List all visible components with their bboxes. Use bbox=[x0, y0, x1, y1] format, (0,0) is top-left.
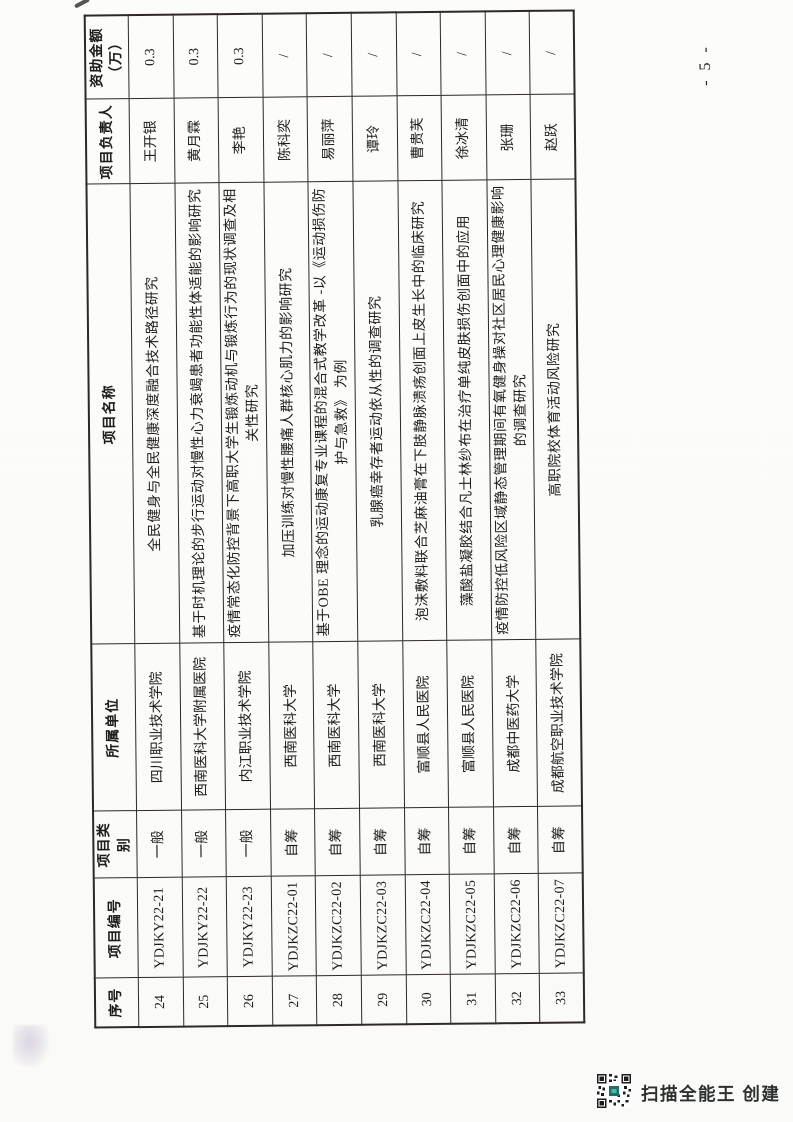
cell-category: 一般 bbox=[136, 810, 182, 879]
column-header-amount: 资助金额 （万） bbox=[84, 15, 130, 100]
cell-leader: 徐冰清 bbox=[441, 95, 487, 181]
scan-edge-mark bbox=[73, 0, 91, 9]
cell-serial: 27 bbox=[272, 976, 318, 1026]
cell-project-name: 乳腺癌幸存者运动依从性的调查研究 bbox=[352, 181, 403, 642]
cell-leader: 张珊 bbox=[485, 94, 532, 181]
cell-serial: 31 bbox=[450, 974, 496, 1024]
column-header-category: 项目类别 bbox=[93, 811, 138, 879]
cell-unit: 成都航空职业技术学院 bbox=[536, 639, 583, 807]
cell-unit: 西南医科大学 bbox=[313, 641, 360, 810]
cell-project-name: 疫情常态化防控背景下高职大学生锻炼动机与锻炼行为的现状调查及相关性研究 bbox=[219, 182, 269, 644]
cell-project-name: 加压训练对慢性腰痛人群核心肌力的影响研究 bbox=[263, 182, 314, 643]
cell-project-no: YDJKZC22-06 bbox=[493, 873, 540, 975]
cell-serial: 32 bbox=[495, 973, 541, 1024]
column-header-unit: 所属单位 bbox=[91, 644, 137, 812]
cell-project-no: YDJKZC22-03 bbox=[360, 875, 406, 976]
cell-project-no: YDJKY22-21 bbox=[137, 877, 183, 979]
cell-unit: 西南医科大学 bbox=[268, 642, 315, 810]
cell-project-name: 基于OBE 理念的运动康复专业课程的混合式教学改革 -以《运动损伤防护与急救》 … bbox=[308, 181, 358, 643]
cell-category: 一般 bbox=[225, 809, 272, 878]
cell-leader: 赵跃 bbox=[530, 94, 576, 180]
cell-amount: / bbox=[440, 11, 486, 96]
cell-category: 自筹 bbox=[359, 808, 405, 876]
cell-project-name: 藻酸盐凝胶结合凡士林纱布在治疗单纯皮肤损伤创面中的应用 bbox=[442, 180, 492, 641]
table-body: 24 YDJKY22-21 一般 四川职业技术学院 全民健身与全民健康深度融合技… bbox=[128, 10, 585, 1028]
cell-leader: 曹贵芙 bbox=[396, 95, 443, 182]
amount-header-line1: 资助金额 bbox=[89, 27, 106, 88]
cell-serial: 28 bbox=[316, 975, 362, 1026]
cell-unit: 四川职业技术学院 bbox=[134, 643, 182, 812]
cell-leader: 黄月霖 bbox=[173, 98, 220, 184]
cell-unit: 西南医科大学 bbox=[357, 641, 405, 809]
camscanner-qr-icon bbox=[597, 1069, 631, 1113]
cell-category: 自筹 bbox=[404, 807, 450, 876]
cell-serial: 26 bbox=[227, 976, 273, 1027]
cell-amount: / bbox=[484, 10, 531, 96]
cell-amount: 0.3 bbox=[217, 13, 263, 99]
cell-category: 自筹 bbox=[493, 806, 539, 875]
cell-serial: 24 bbox=[138, 977, 184, 1028]
cell-amount: / bbox=[261, 13, 308, 98]
scanner-watermark: 扫描全能王 创建 bbox=[641, 1084, 781, 1104]
cell-amount: / bbox=[395, 11, 442, 97]
cell-leader: 陈科奕 bbox=[262, 97, 309, 183]
column-header-leader: 项目负责人 bbox=[85, 99, 130, 185]
cell-leader: 易丽萍 bbox=[307, 96, 353, 183]
cell-leader: 李艳 bbox=[218, 97, 264, 184]
project-list-table: 序号 项目编号 项目类别 所属单位 项目名称 项目负责人 资助金额 （万） 24… bbox=[83, 9, 586, 1029]
cell-project-no: YDJKZC22-05 bbox=[449, 874, 496, 975]
cell-unit: 富顺县人民医院 bbox=[402, 640, 449, 809]
rotated-table-container: 序号 项目编号 项目类别 所属单位 项目名称 项目负责人 资助金额 （万） 24… bbox=[83, 9, 586, 1029]
cell-unit: 富顺县人民医院 bbox=[446, 640, 494, 808]
cell-leader: 王开银 bbox=[129, 98, 175, 185]
cell-serial: 25 bbox=[182, 977, 228, 1027]
cell-project-no: YDJKY22-23 bbox=[226, 876, 273, 978]
cell-project-name: 全民健身与全民健康深度融合技术路径研究 bbox=[129, 183, 180, 645]
cell-serial: 33 bbox=[539, 973, 585, 1023]
cell-category: 自筹 bbox=[270, 809, 316, 877]
column-header-serial: 序号 bbox=[94, 978, 139, 1028]
cell-project-name: 高职院校体育活动风险研究 bbox=[531, 179, 581, 640]
page-number: - 5 - bbox=[696, 44, 715, 86]
cell-unit: 成都中医药大学 bbox=[491, 639, 538, 808]
cell-unit: 西南医科大学附属医院 bbox=[179, 643, 226, 811]
cell-project-name: 泡沫敷料联合芝麻油膏在下肢静脉溃疡创面上皮生长中的临床研究 bbox=[397, 180, 447, 642]
cell-category: 自筹 bbox=[537, 806, 584, 874]
cell-category: 自筹 bbox=[314, 808, 361, 877]
cell-amount: / bbox=[529, 10, 575, 95]
cell-project-no: YDJKZC22-02 bbox=[315, 875, 362, 977]
cell-project-no: YDJKY22-22 bbox=[181, 877, 228, 978]
cell-category: 自筹 bbox=[448, 807, 494, 875]
cell-category: 一般 bbox=[181, 810, 227, 878]
cell-project-no: YDJKZC22-04 bbox=[404, 874, 451, 976]
cell-amount: 0.3 bbox=[172, 14, 219, 99]
cell-serial: 29 bbox=[361, 975, 407, 1025]
amount-header-line2: （万） bbox=[108, 34, 125, 81]
column-header-project-no: 项目编号 bbox=[93, 878, 139, 979]
table-row: 33 YDJKZC22-07 自筹 成都航空职业技术学院 高职院校体育活动风险研… bbox=[529, 10, 585, 1023]
cell-serial: 30 bbox=[405, 974, 451, 1025]
cell-amount: / bbox=[306, 12, 353, 98]
cell-project-name: 基于时机理论的步行运动对慢性心力衰竭患者功能性体适能的影响研究 bbox=[174, 183, 224, 644]
cell-project-no: YDJKZC22-07 bbox=[538, 873, 585, 974]
cell-amount: 0.3 bbox=[128, 14, 174, 100]
scan-smudge bbox=[13, 1025, 49, 1067]
cell-leader: 谭玲 bbox=[352, 96, 398, 182]
cell-project-no: YDJKZC22-01 bbox=[271, 876, 317, 977]
cell-amount: / bbox=[351, 12, 397, 97]
column-header-name: 项目名称 bbox=[86, 184, 135, 645]
cell-project-name: 疫情防控低风险区域静态管理期间有氧健身操对社区居民心理健康影响的调查研究 bbox=[486, 179, 537, 641]
cell-unit: 内江职业技术学院 bbox=[223, 642, 271, 811]
